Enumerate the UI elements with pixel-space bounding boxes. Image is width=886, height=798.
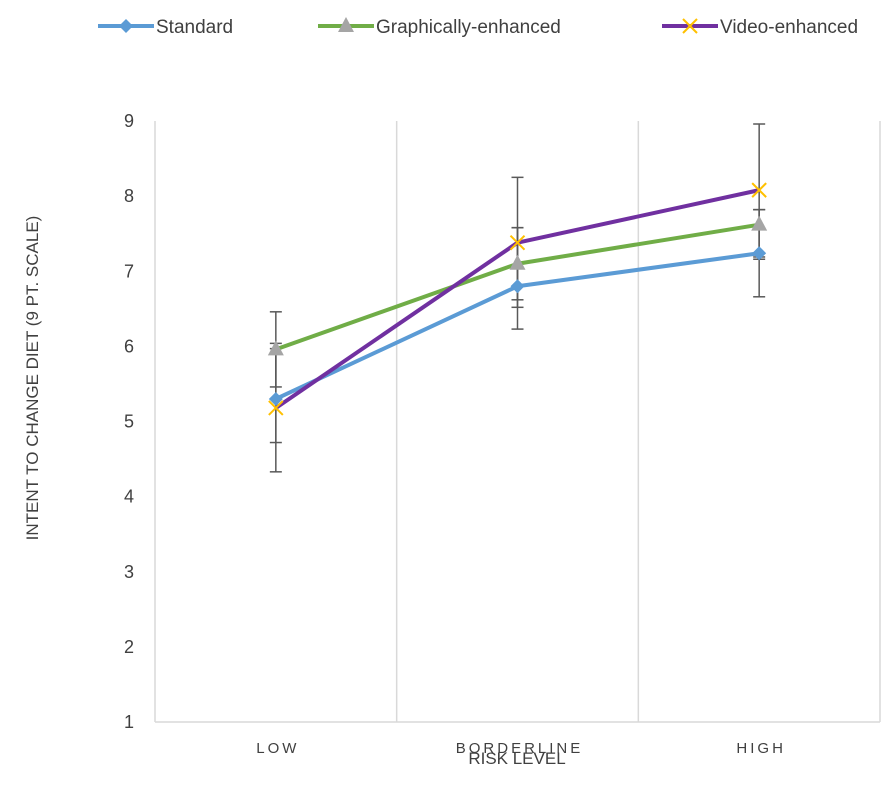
legend-label: Graphically-enhanced <box>376 17 561 38</box>
y-tick-label: 7 <box>124 261 134 281</box>
y-tick-label: 4 <box>124 487 134 507</box>
marker-stroke <box>268 400 284 416</box>
axes <box>154 121 880 723</box>
data-point <box>751 182 767 198</box>
y-tick-label: 1 <box>124 712 134 732</box>
x-axis-title: RISK LEVEL <box>468 749 565 768</box>
y-tick-label: 2 <box>124 637 134 657</box>
marker-stroke <box>751 182 767 198</box>
x-tick-label: LOW <box>256 740 299 757</box>
legend-item: Video-enhanced <box>662 17 858 38</box>
legend-item: Graphically-enhanced <box>318 17 561 38</box>
marker-stroke <box>509 234 526 251</box>
y-tick-label: 8 <box>124 186 134 206</box>
legend-item: Standard <box>98 17 233 38</box>
y-tick-label: 5 <box>124 412 134 432</box>
x-tick-labels: LOW BORDERLINE HIGH <box>256 740 786 757</box>
data-point <box>268 400 284 416</box>
y-axis-title: INTENT TO CHANGE DIET (9 PT. SCALE) <box>23 216 42 541</box>
x-tick-label: HIGH <box>736 740 786 757</box>
y-tick-label: 9 <box>124 111 134 131</box>
legend-marker <box>119 19 133 33</box>
y-tick-label: 6 <box>124 336 134 356</box>
data-point <box>751 215 768 231</box>
legend: Standard Graphically-enhanced Video-enhanc… <box>98 17 858 38</box>
data-point <box>752 246 767 261</box>
data-point <box>510 279 525 294</box>
legend-label: Standard <box>156 17 233 38</box>
y-tick-labels: 1 2 3 4 5 6 7 8 9 <box>124 111 134 732</box>
data-point <box>267 340 284 356</box>
data-point <box>509 234 526 251</box>
error-bars <box>269 123 766 473</box>
legend-marker <box>338 17 354 32</box>
data-point <box>268 391 283 406</box>
y-tick-label: 3 <box>124 562 134 582</box>
legend-marker <box>682 18 698 34</box>
legend-label: Video-enhanced <box>720 17 858 38</box>
data-point <box>509 254 526 270</box>
gridlines <box>395 121 881 722</box>
markers <box>267 182 768 416</box>
x-tick-label: BORDERLINE <box>456 740 584 757</box>
marker-stroke <box>682 18 698 34</box>
